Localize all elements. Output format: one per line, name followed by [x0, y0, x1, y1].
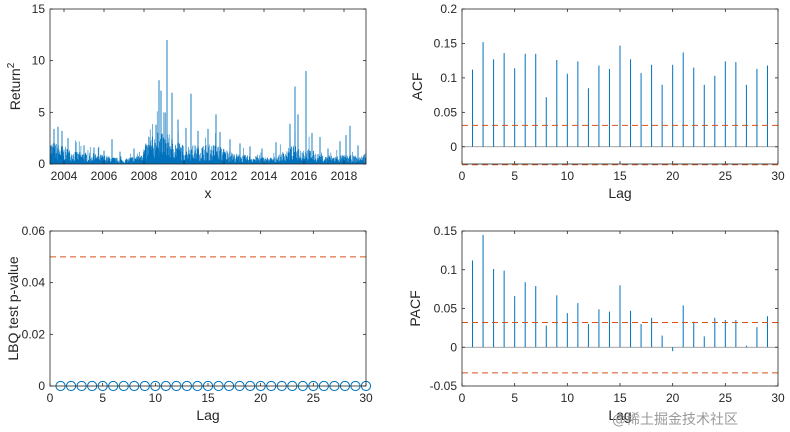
x-tick-label: 2014 [251, 169, 278, 183]
x-axis-label: Lag [608, 185, 631, 201]
x-tick-label: 2012 [211, 169, 238, 183]
x-tick-label: 20 [254, 391, 268, 405]
x-tick-label: 25 [719, 169, 733, 183]
x-tick-label: 0 [459, 391, 466, 405]
returns-squared-panel: 2004 2006 2008 2010 2012 2014 2016 2018 0 5 10 15 x R… [6, 2, 367, 201]
x-tick-label: 2006 [91, 169, 118, 183]
x-tick-label: 2018 [331, 169, 358, 183]
x-tick-label: 20 [666, 169, 680, 183]
watermark-text: @稀土掘金技术社区 [612, 412, 738, 428]
returns-series [49, 40, 367, 164]
x-tick-label: 2016 [291, 169, 318, 183]
x-tick-label: 2008 [131, 169, 158, 183]
x-tick-label: 2010 [171, 169, 198, 183]
x-tick-label: 20 [666, 391, 680, 405]
y-tick-label: 0.06 [22, 224, 46, 238]
x-tick-label: 10 [149, 391, 163, 405]
x-tick-label: 5 [511, 169, 518, 183]
x-tick-label: 25 [719, 391, 733, 405]
x-tick-label: 0 [459, 169, 466, 183]
x-tick-label: 5 [99, 391, 106, 405]
y-tick-label: 15 [32, 2, 46, 16]
x-axis-label: Lag [608, 407, 631, 423]
y-tick-label: 0.15 [434, 36, 458, 50]
y-tick-label: 5 [38, 105, 45, 119]
y-tick-label: 0 [38, 379, 45, 393]
x-tick-label: 2004 [51, 169, 78, 183]
acf-panel: 0 5 10 15 20 25 30 0 0.05 0.1 0.15 0.2 Lag ACF [409, 2, 785, 201]
axes-box [49, 8, 367, 165]
x-tick-label: 0 [47, 391, 54, 405]
y-tick-label: 0.05 [434, 105, 458, 119]
y-tick-label: 0.15 [434, 224, 458, 238]
x-tick-label: 10 [561, 169, 575, 183]
y-axis-label: ACF [409, 73, 425, 101]
axes-box [49, 230, 367, 387]
x-tick-label: 5 [511, 391, 518, 405]
x-axis-label: x [205, 185, 212, 201]
y-tick-label: 0 [38, 157, 45, 171]
y-axis-label: PACF [407, 290, 423, 326]
x-tick-label: 30 [771, 391, 785, 405]
y-tick-label: 0.1 [440, 71, 457, 85]
y-tick-label: -0.05 [430, 379, 458, 393]
y-tick-label: 0.2 [440, 2, 457, 16]
x-tick-label: 30 [359, 391, 373, 405]
y-tick-label: 0.04 [22, 276, 46, 290]
y-tick-label: 10 [32, 54, 46, 68]
x-tick-label: 15 [613, 169, 627, 183]
lbq-panel: 0 5 10 15 20 25 30 0 0.02 0.04 0.06 Lag LBQ test p-v… [5, 224, 373, 423]
y-axis-label: Return2 [6, 62, 23, 110]
x-tick-label: 25 [307, 391, 321, 405]
x-tick-label: 15 [613, 391, 627, 405]
x-tick-label: 10 [561, 391, 575, 405]
y-axis-label: LBQ test p-value [5, 256, 21, 360]
y-tick-label: 0.05 [434, 302, 458, 316]
y-tick-label: 0.02 [22, 327, 46, 341]
y-tick-label: 0 [450, 340, 457, 354]
x-axis-label: Lag [196, 407, 219, 423]
x-tick-label: 30 [771, 169, 785, 183]
y-tick-label: 0.1 [440, 263, 457, 277]
y-tick-label: 0 [450, 140, 457, 154]
x-tick-label: 15 [201, 391, 215, 405]
